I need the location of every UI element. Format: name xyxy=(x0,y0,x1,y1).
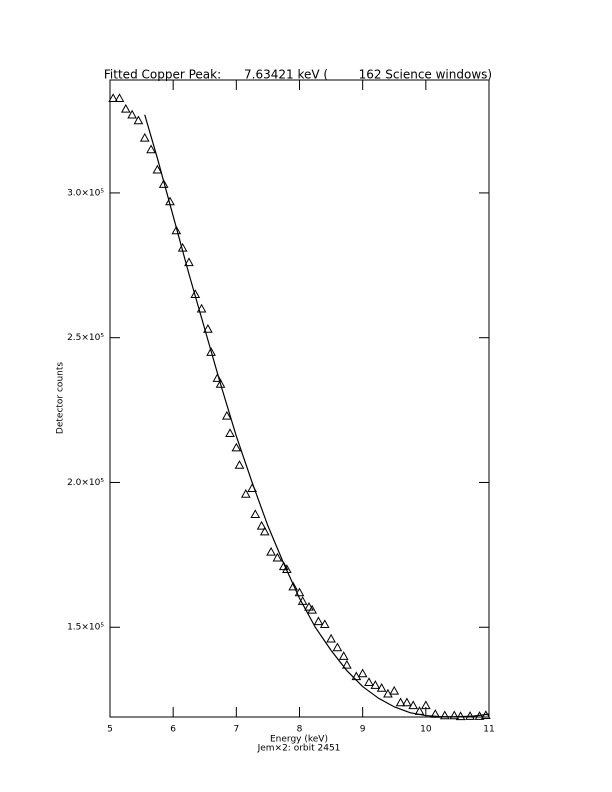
chart-title: Fitted Copper Peak: 7.63421 keV ( 162 Sc… xyxy=(104,68,492,82)
data-point xyxy=(395,697,406,707)
data-point xyxy=(139,132,150,142)
data-point xyxy=(234,460,245,469)
data-point xyxy=(342,659,352,669)
data-point xyxy=(430,709,441,718)
data-point xyxy=(196,303,207,313)
data-point xyxy=(250,509,261,519)
footnote: Jem×2: orbit 2451 xyxy=(257,744,341,754)
x-tick-label: 8 xyxy=(297,725,303,735)
data-point xyxy=(133,115,144,125)
data-point xyxy=(240,489,251,498)
data-point xyxy=(357,668,368,678)
data-point xyxy=(152,164,163,174)
x-tick-label: 5 xyxy=(107,725,113,735)
data-point xyxy=(326,633,336,643)
x-tick-label: 6 xyxy=(170,725,176,735)
data-point xyxy=(364,677,374,686)
data-point xyxy=(231,442,242,452)
data-point xyxy=(206,347,216,356)
data-point xyxy=(370,680,381,689)
data-point xyxy=(338,651,349,660)
x-axis-label: Energy (keV) xyxy=(270,735,328,745)
data-point xyxy=(184,257,194,267)
data-point xyxy=(319,619,330,629)
y-tick-label: 2.0×10⁵ xyxy=(67,478,104,488)
data-point xyxy=(215,378,226,388)
data-point xyxy=(408,700,419,710)
data-point xyxy=(127,109,137,119)
data-point xyxy=(332,642,343,652)
data-point xyxy=(278,561,289,571)
y-tick-label: 1.5×10⁵ xyxy=(67,623,104,633)
data-point xyxy=(266,546,276,556)
data-point xyxy=(389,685,400,695)
data-point xyxy=(222,410,232,420)
data-point xyxy=(146,144,156,154)
data-point xyxy=(203,323,213,333)
data-point xyxy=(225,428,235,437)
data-point xyxy=(307,604,317,614)
data-point xyxy=(272,552,283,562)
x-tick-label: 7 xyxy=(233,725,239,735)
data-point xyxy=(256,520,267,530)
x-tick-label: 9 xyxy=(360,725,366,735)
data-point xyxy=(158,179,169,188)
data-point xyxy=(288,581,299,591)
data-point xyxy=(402,697,412,707)
data-point xyxy=(313,616,324,626)
y-tick-label: 3.0×10⁵ xyxy=(67,188,104,198)
data-point xyxy=(304,601,314,611)
plot-frame xyxy=(109,79,490,718)
data-point xyxy=(383,688,393,698)
y-axis-label: Detector counts xyxy=(56,362,66,434)
x-tick-label: 10 xyxy=(420,725,432,735)
data-point xyxy=(114,93,125,102)
data-point xyxy=(108,93,119,102)
data-point xyxy=(449,710,460,720)
data-point xyxy=(171,225,182,235)
y-tick-label: 2.5×10⁵ xyxy=(67,333,104,343)
x-tick-label: 11 xyxy=(483,725,494,735)
data-point xyxy=(259,526,270,536)
data-point xyxy=(120,103,131,113)
data-point xyxy=(420,700,431,710)
data-point xyxy=(439,710,450,720)
fit-line xyxy=(144,114,490,718)
data-point xyxy=(376,683,387,692)
data-point xyxy=(282,564,292,574)
data-point xyxy=(294,587,305,597)
